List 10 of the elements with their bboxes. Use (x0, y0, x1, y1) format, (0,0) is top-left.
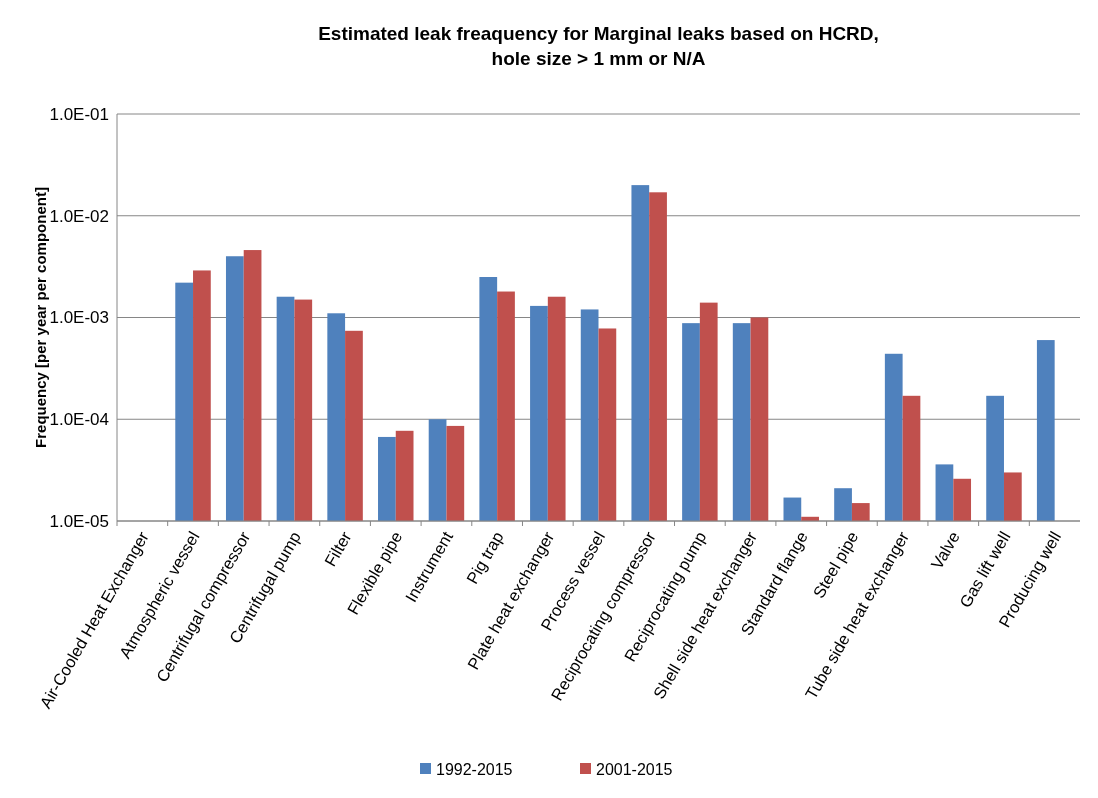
y-tick-label: 1.0E-04 (49, 410, 109, 430)
legend-label: 2001-2015 (596, 760, 673, 778)
y-tick-label: 1.0E-02 (49, 206, 109, 226)
y-tick-label: 1.0E-05 (49, 511, 109, 531)
y-tick-label: 1.0E-03 (49, 308, 109, 328)
chart-title: Estimated leak freaquency for Marginal leaks based on HCRD, hole size > 1 mm or N/A (318, 23, 879, 69)
y-axis-title: Frequency [per year per component] (32, 187, 49, 448)
y-tick-label: 1.0E-01 (49, 104, 109, 124)
x-tick-label: Pig trap (462, 528, 507, 587)
legend-label: 1992-2015 (436, 760, 513, 778)
